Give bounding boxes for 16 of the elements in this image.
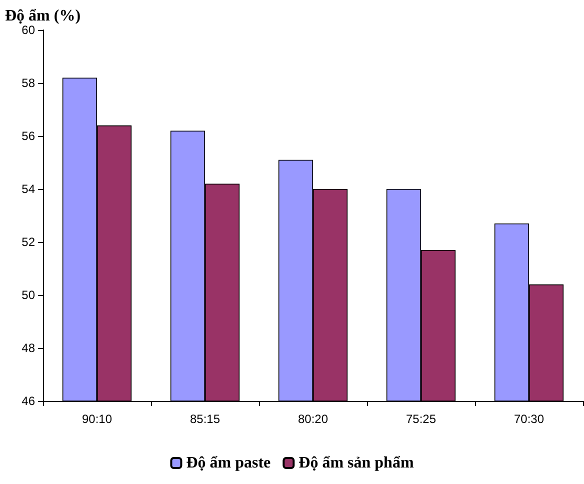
y-tick-label: 46 [22, 394, 36, 408]
y-tick-label: 54 [22, 182, 36, 196]
x-tick-label: 90:10 [82, 412, 112, 426]
y-tick-label: 48 [22, 341, 36, 355]
y-axis-title: Độ ẩm (%) [5, 8, 81, 24]
x-tick-label: 80:20 [298, 412, 328, 426]
y-tick-label: 52 [22, 235, 36, 249]
x-tick-label: 75:25 [406, 412, 436, 426]
y-tick-label: 58 [22, 76, 36, 90]
x-tick-label: 85:15 [190, 412, 220, 426]
y-tick-label: 60 [22, 23, 36, 37]
x-tick-label: 70:30 [514, 412, 544, 426]
legend-label: Độ ẩm sản phẩm [298, 454, 414, 472]
y-tick-label: 50 [22, 288, 36, 302]
y-tick-label: 56 [22, 129, 36, 143]
legend-label: Độ ẩm paste [186, 454, 271, 472]
